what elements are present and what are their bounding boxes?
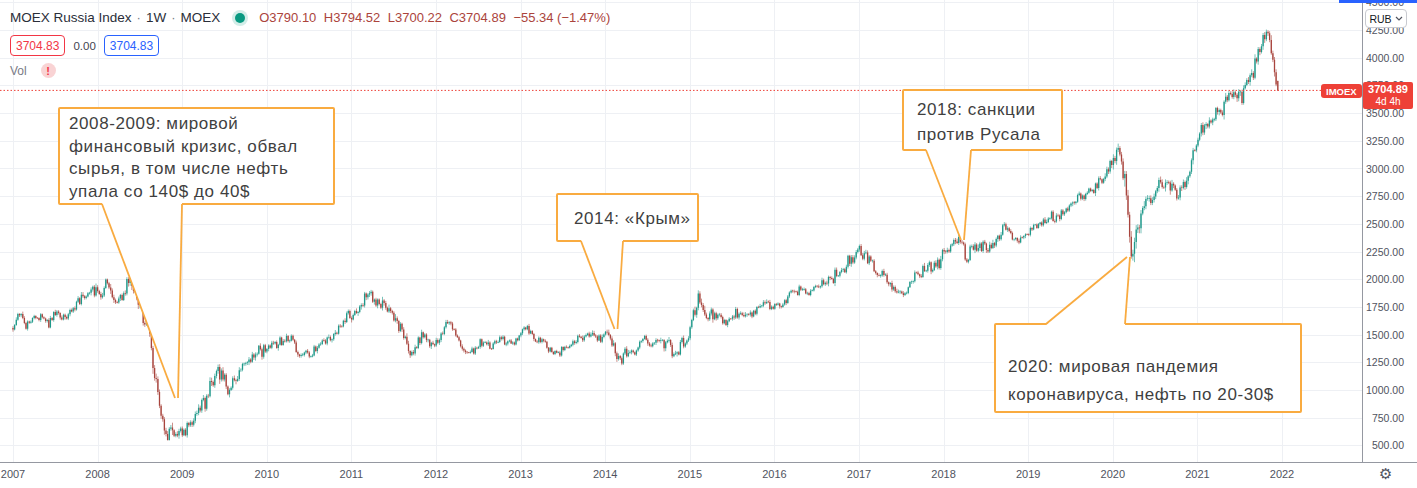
time-axis-label: 2010 <box>255 468 279 480</box>
trade-panel: 3704.83 0.00 3704.83 <box>10 35 159 56</box>
time-axis-label: 2021 <box>1185 468 1209 480</box>
ohlc-values: O3790.10 H3794.52 L3700.22 C3704.89 −55.… <box>259 10 610 25</box>
price-axis-label: 2500.00 <box>1366 218 1404 230</box>
price-axis-label: 750.00 <box>1372 412 1404 424</box>
time-axis-label: 2009 <box>170 468 194 480</box>
change-value: −55.34 (−1.47%) <box>513 10 610 25</box>
time-axis-label: 2015 <box>678 468 702 480</box>
tradingview-chart-window: MOEX Russia Index · 1W · MOEX O3790.10 H… <box>0 0 1417 488</box>
time-axis-label: 2020 <box>1101 468 1125 480</box>
price-axis-label: 4000.00 <box>1366 52 1404 64</box>
price-axis-label: 1500.00 <box>1366 329 1404 341</box>
callout-crimea-2014: 2014: «Крым» <box>556 193 699 242</box>
time-axis-label: 2017 <box>847 468 871 480</box>
exchange-label: MOEX <box>180 10 220 25</box>
currency-selector-button[interactable]: RUB <box>1365 9 1407 28</box>
high-value: H3794.52 <box>324 10 380 25</box>
spread-value: 0.00 <box>73 40 95 52</box>
indicator-error-icon[interactable]: ! <box>41 63 56 78</box>
callout-crisis-2008: 2008-2009: мировой финансовый кризис, об… <box>58 107 335 205</box>
interval-label[interactable]: 1W <box>146 10 166 25</box>
time-axis-label: 2016 <box>762 468 786 480</box>
buy-button[interactable]: 3704.83 <box>104 35 159 56</box>
top-accent-strip <box>1339 0 1417 3</box>
price-axis[interactable]: RUB 3704.89 4d 4h 4500.004250.004000.003… <box>1362 0 1417 462</box>
time-axis-label: 2019 <box>1016 468 1040 480</box>
time-axis-label: 2011 <box>340 468 364 480</box>
time-axis-label: 2013 <box>508 468 532 480</box>
open-value: O3790.10 <box>259 10 316 25</box>
time-axis[interactable]: 2007 2008 2009 2010 2011 2012 2013 2014 2015 2016… <box>0 462 1417 488</box>
time-axis-label: 2008 <box>85 468 109 480</box>
callout-covid-2020: 2020: мировая пандемия коронавируса, неф… <box>994 323 1302 413</box>
low-value: L3700.22 <box>388 10 442 25</box>
bar-countdown: 4d 4h <box>1363 96 1413 108</box>
price-axis-label: 1250.00 <box>1366 356 1404 368</box>
price-axis-label: 1750.00 <box>1366 301 1404 313</box>
symbol-title-row[interactable]: MOEX Russia Index · 1W · MOEX O3790.10 H… <box>10 10 610 25</box>
time-axis-label: 2022 <box>1270 468 1294 480</box>
symbol-price-label: IMOEX <box>1321 84 1362 98</box>
chevron-down-icon <box>1395 16 1403 21</box>
price-axis-label: 2000.00 <box>1366 273 1404 285</box>
last-price-axis-tag: 3704.89 4d 4h <box>1363 82 1413 109</box>
price-axis-label: 1000.00 <box>1366 384 1404 396</box>
price-axis-label: 2250.00 <box>1366 246 1404 258</box>
price-axis-label: 3250.00 <box>1366 135 1404 147</box>
market-status-icon[interactable] <box>235 13 245 23</box>
price-axis-label: 2750.00 <box>1366 190 1404 202</box>
price-axis-label: 3000.00 <box>1366 163 1404 175</box>
volume-indicator-label[interactable]: Vol <box>10 64 27 78</box>
close-value: C3704.89 <box>449 10 505 25</box>
sell-button[interactable]: 3704.83 <box>10 35 65 56</box>
callout-rusal-2018: 2018: санкции против Русала <box>902 89 1063 151</box>
settings-gear-icon[interactable]: ⚙ <box>1379 465 1392 483</box>
time-axis-label: 2007 <box>1 468 25 480</box>
time-axis-label: 2014 <box>593 468 617 480</box>
time-axis-label: 2018 <box>931 468 955 480</box>
price-axis-label: 500.00 <box>1372 439 1404 451</box>
volume-indicator-row: Vol ! <box>10 63 56 78</box>
time-axis-label: 2012 <box>424 468 448 480</box>
symbol-name[interactable]: MOEX Russia Index <box>10 10 132 25</box>
